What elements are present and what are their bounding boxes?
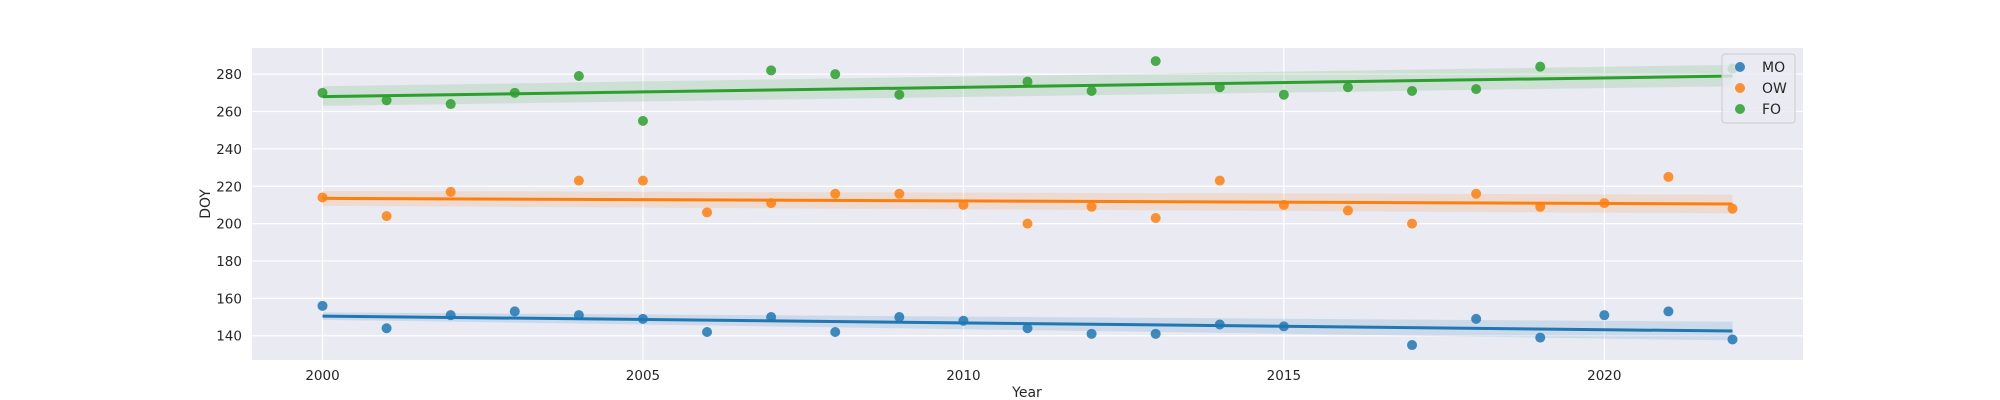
data-point-mo (1535, 332, 1546, 343)
y-tick-label: 220 (216, 179, 242, 195)
legend-label-fo: FO (1762, 102, 1781, 118)
data-point-ow (1599, 198, 1610, 209)
y-tick-label: 200 (216, 217, 242, 233)
data-point-ow (381, 211, 392, 222)
x-axis-label: Year (1011, 385, 1042, 400)
data-point-fo (1535, 61, 1546, 72)
legend: MO OW FO (1721, 53, 1796, 124)
data-point-fo (1214, 82, 1225, 93)
data-point-mo (1214, 319, 1225, 330)
data-point-mo (1086, 328, 1097, 339)
data-point-fo (1407, 85, 1418, 96)
data-point-ow (445, 186, 456, 197)
data-point-ow (1407, 218, 1418, 229)
y-tick-label: 140 (216, 329, 242, 345)
legend-label-mo: MO (1762, 60, 1785, 76)
x-tick-label: 2000 (305, 368, 339, 384)
data-point-ow (1663, 171, 1674, 182)
y-tick-label: 240 (216, 142, 242, 158)
data-point-mo (830, 326, 841, 337)
y-tick-label: 260 (216, 105, 242, 121)
data-point-ow (1022, 218, 1033, 229)
data-point-ow (637, 175, 648, 186)
y-tick-label: 280 (216, 67, 242, 83)
grid (252, 48, 1803, 360)
data-point-fo (1471, 84, 1482, 95)
data-point-fo (509, 87, 520, 98)
data-point-mo (381, 323, 392, 334)
data-point-fo (1086, 85, 1097, 96)
data-point-mo (1022, 323, 1033, 334)
data-point-fo (637, 115, 648, 126)
data-point-mo (573, 310, 584, 321)
data-point-mo (1663, 306, 1674, 317)
y-axis-label: DOY (198, 189, 214, 219)
data-point-ow (1471, 188, 1482, 199)
data-point-ow (702, 207, 713, 218)
data-point-mo (317, 300, 328, 311)
legend-marker-fo (1735, 104, 1745, 114)
data-point-mo (1150, 328, 1161, 339)
x-tick-label: 2010 (946, 368, 980, 384)
legend-marker-mo (1735, 62, 1745, 72)
data-point-fo (1342, 82, 1353, 93)
data-point-fo (766, 65, 777, 76)
data-point-ow (766, 198, 777, 209)
data-point-mo (1407, 340, 1418, 351)
data-point-mo (509, 306, 520, 317)
y-tick-label: 160 (216, 291, 242, 307)
data-point-ow (1278, 199, 1289, 210)
data-point-fo (573, 71, 584, 82)
data-point-mo (1471, 313, 1482, 324)
data-point-mo (702, 326, 713, 337)
data-point-ow (830, 188, 841, 199)
data-point-ow (317, 192, 328, 203)
x-tick-label: 2005 (626, 368, 660, 384)
data-point-mo (1727, 334, 1738, 345)
data-point-fo (1278, 89, 1289, 100)
data-point-ow (1086, 201, 1097, 212)
data-point-ow (1150, 213, 1161, 224)
data-point-mo (1278, 321, 1289, 332)
data-point-ow (894, 188, 905, 199)
legend-marker-ow (1735, 83, 1745, 93)
data-point-fo (445, 99, 456, 110)
data-point-fo (894, 89, 905, 100)
data-point-ow (1342, 205, 1353, 216)
data-point-mo (1599, 310, 1610, 321)
data-point-ow (573, 175, 584, 186)
data-point-ow (958, 199, 969, 210)
data-point-ow (1214, 175, 1225, 186)
data-point-fo (1150, 56, 1161, 67)
data-point-mo (766, 312, 777, 323)
data-point-mo (445, 310, 456, 321)
data-point-fo (1022, 76, 1033, 87)
data-point-mo (958, 315, 969, 326)
x-tick-label: 2015 (1267, 368, 1301, 384)
data-point-ow (1535, 201, 1546, 212)
data-point-mo (637, 313, 648, 324)
y-tick-label: 180 (216, 254, 242, 270)
trend-line-ow (322, 196, 1733, 206)
x-tick-label: 2020 (1587, 368, 1621, 384)
data-point-fo (381, 95, 392, 106)
data-points (317, 56, 1738, 351)
y-tick-labels: 140 160 180 200 220 240 260 280 (216, 67, 242, 345)
data-point-mo (894, 312, 905, 323)
data-point-ow (1727, 203, 1738, 214)
data-point-fo (830, 69, 841, 80)
x-tick-labels: 2000 2005 2010 2015 2020 (305, 368, 1621, 384)
legend-label-ow: OW (1762, 81, 1787, 97)
data-point-fo (317, 87, 328, 98)
